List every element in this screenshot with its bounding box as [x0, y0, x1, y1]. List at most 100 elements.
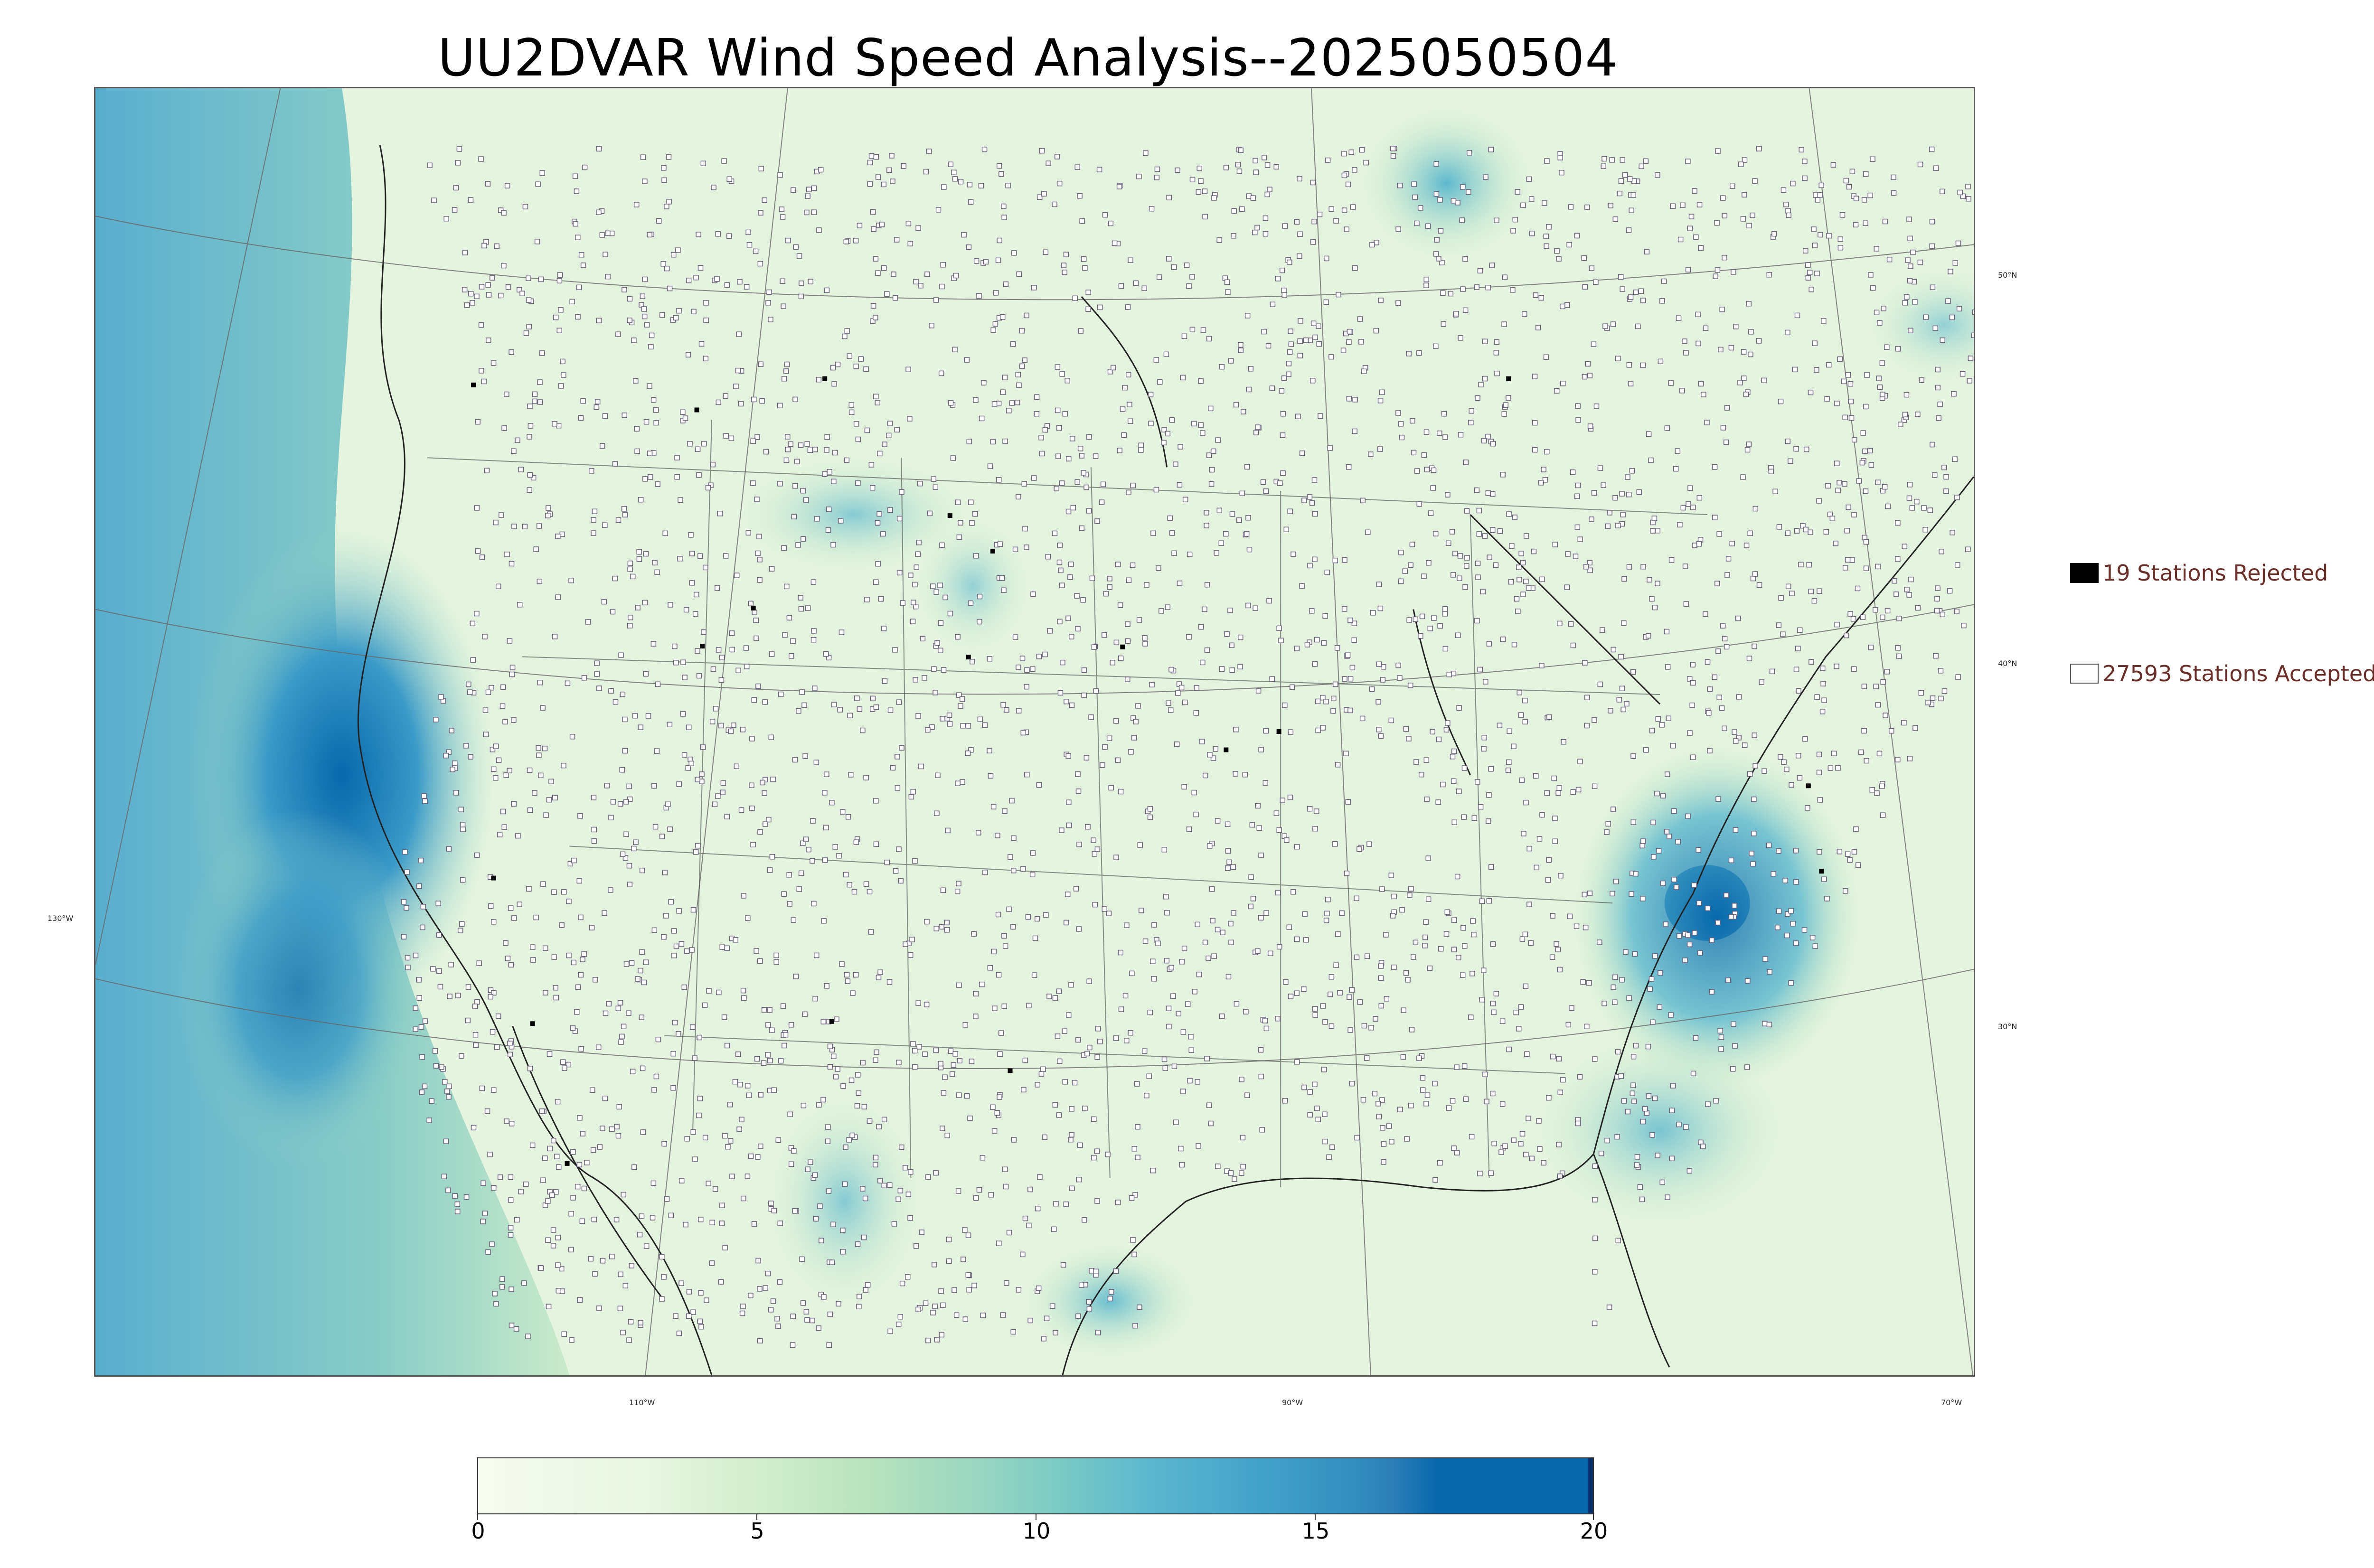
station-accepted-marker	[1554, 248, 1560, 254]
station-accepted-marker	[1542, 200, 1547, 206]
station-accepted-marker	[796, 253, 802, 259]
station-accepted-marker	[1687, 485, 1693, 491]
station-accepted-marker	[1214, 550, 1219, 556]
station-accepted-marker	[801, 536, 806, 542]
station-accepted-marker	[1544, 243, 1549, 249]
station-accepted-marker	[767, 1007, 772, 1013]
station-accepted-marker	[1936, 415, 1941, 421]
station-accepted-marker	[1198, 178, 1204, 184]
station-accepted-marker	[987, 965, 993, 971]
station-accepted-marker	[1312, 661, 1318, 667]
station-accepted-marker	[1132, 1192, 1138, 1198]
station-accepted-marker	[728, 435, 735, 441]
station-accepted-marker	[891, 1221, 897, 1227]
station-accepted-marker	[616, 1104, 622, 1110]
station-accepted-marker	[1153, 487, 1159, 493]
station-accepted-marker	[1646, 633, 1651, 638]
station-accepted-marker	[499, 1276, 505, 1282]
station-accepted-marker	[489, 685, 494, 691]
station-accepted-marker	[846, 1137, 852, 1143]
station-accepted-marker	[1420, 1087, 1426, 1093]
station-accepted-marker	[1769, 668, 1775, 675]
station-accepted-marker	[1000, 389, 1006, 395]
station-accepted-marker	[1560, 1077, 1566, 1083]
station-accepted-marker	[1591, 490, 1597, 496]
station-accepted-marker	[568, 1211, 574, 1217]
station-accepted-marker	[644, 322, 650, 328]
station-accepted-marker	[939, 924, 944, 930]
station-accepted-marker	[823, 825, 829, 831]
station-accepted-marker	[912, 1064, 918, 1070]
station-accepted-marker	[1663, 921, 1668, 927]
station-accepted-marker	[1349, 1080, 1355, 1087]
legend-accepted: 27593 Stations Accepted	[2070, 661, 2374, 686]
station-accepted-marker	[686, 1289, 692, 1295]
station-accepted-marker	[1030, 850, 1036, 856]
station-accepted-marker	[1011, 835, 1017, 841]
station-accepted-marker	[1240, 1135, 1246, 1141]
station-accepted-marker	[805, 605, 811, 611]
station-accepted-marker	[1325, 897, 1331, 902]
station-accepted-marker	[651, 927, 658, 933]
station-accepted-marker	[686, 1313, 692, 1319]
station-accepted-marker	[536, 745, 541, 751]
station-accepted-marker	[572, 173, 578, 179]
station-accepted-marker	[615, 1133, 622, 1139]
station-accepted-marker	[824, 983, 829, 989]
station-accepted-marker	[1484, 1099, 1489, 1105]
station-accepted-marker	[1620, 286, 1625, 292]
station-accepted-marker	[1490, 941, 1496, 947]
station-accepted-marker	[1115, 757, 1121, 763]
station-accepted-marker	[1485, 433, 1491, 440]
station-accepted-marker	[1565, 1022, 1572, 1028]
station-accepted-marker	[938, 648, 943, 653]
station-accepted-marker	[484, 1108, 490, 1114]
station-accepted-marker	[1280, 411, 1286, 417]
station-accepted-marker	[750, 842, 756, 847]
station-accepted-marker	[976, 1187, 982, 1193]
station-accepted-marker	[1068, 634, 1074, 639]
station-accepted-marker	[591, 530, 596, 536]
station-accepted-marker	[1971, 332, 1974, 338]
station-accepted-marker	[1671, 808, 1677, 814]
station-accepted-marker	[509, 1323, 515, 1328]
station-accepted-marker	[634, 448, 640, 454]
station-accepted-marker	[762, 197, 767, 203]
station-accepted-marker	[739, 1310, 745, 1316]
station-accepted-marker	[1455, 632, 1461, 638]
station-accepted-marker	[1328, 1023, 1335, 1029]
station-accepted-marker	[558, 307, 564, 313]
station-accepted-marker	[467, 689, 473, 695]
station-accepted-marker	[629, 1263, 634, 1268]
station-accepted-marker	[678, 941, 685, 947]
station-accepted-marker	[499, 512, 504, 518]
station-accepted-marker	[1660, 793, 1666, 798]
station-accepted-marker	[1687, 730, 1693, 736]
station-accepted-marker	[521, 1280, 527, 1286]
station-accepted-marker	[877, 1178, 883, 1183]
station-accepted-marker	[550, 1243, 556, 1249]
station-accepted-marker	[947, 721, 953, 727]
station-accepted-marker	[503, 940, 509, 946]
station-accepted-marker	[775, 1324, 781, 1329]
station-accepted-marker	[868, 462, 875, 468]
station-accepted-marker	[1557, 155, 1563, 160]
station-accepted-marker	[1055, 407, 1061, 413]
station-accepted-marker	[566, 952, 572, 958]
station-accepted-marker	[994, 1110, 1000, 1116]
station-accepted-marker	[436, 968, 442, 974]
station-accepted-marker	[1652, 1095, 1658, 1101]
station-rejected-marker	[491, 875, 496, 881]
station-accepted-marker	[1451, 778, 1457, 784]
station-accepted-marker	[836, 1301, 841, 1307]
station-accepted-marker	[1150, 530, 1156, 536]
station-accepted-marker	[1814, 367, 1819, 373]
station-accepted-marker	[1718, 347, 1724, 353]
station-accepted-marker	[636, 549, 642, 555]
station-accepted-marker	[741, 995, 747, 1001]
station-accepted-marker	[915, 1000, 921, 1006]
station-accepted-marker	[1523, 579, 1529, 584]
station-accepted-marker	[1332, 841, 1338, 847]
station-accepted-marker	[816, 1325, 821, 1331]
station-accepted-marker	[1453, 310, 1459, 317]
